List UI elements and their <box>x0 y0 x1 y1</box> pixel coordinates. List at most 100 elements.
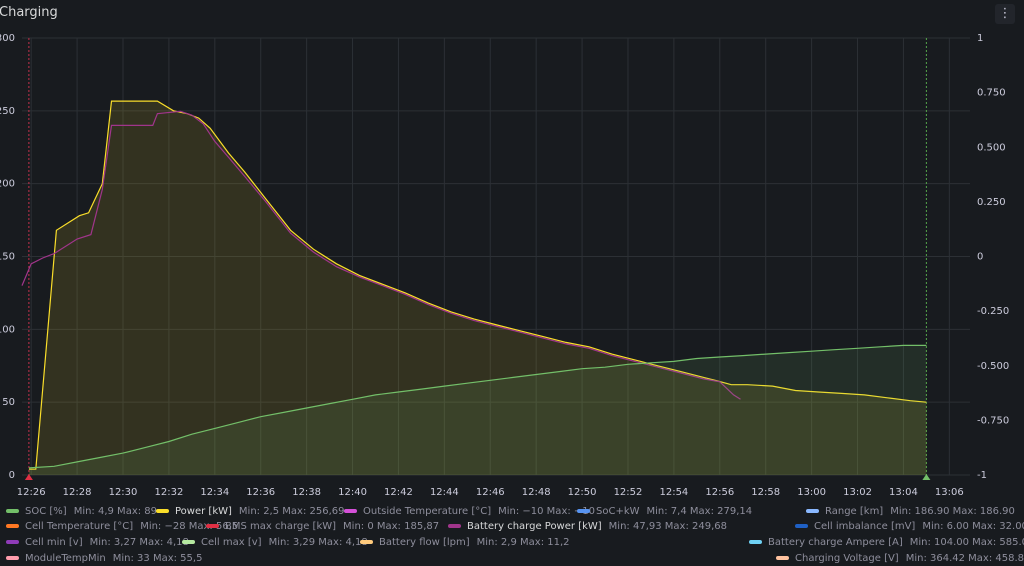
y-right-tick-label: 0 <box>977 252 983 263</box>
legend-swatch <box>156 509 169 513</box>
legend-series-name: Power [kW] <box>175 506 232 517</box>
y-right-tick-label: 1 <box>977 33 983 44</box>
legend-series-name: Cell Temperature [°C] <box>25 521 134 532</box>
legend-series-name: BMS max charge [kW] <box>225 521 337 532</box>
x-tick-label: 12:52 <box>614 487 643 498</box>
x-tick-label: 12:56 <box>705 487 734 498</box>
legend-stats: Min: 0 Max: 185,87 <box>343 521 440 532</box>
legend-swatch <box>6 540 19 544</box>
series-line-soc <box>28 344 927 469</box>
legend-stats: Min: 186.90 Max: 186.90 <box>890 506 1015 517</box>
legend-stats: Min: 2,9 Max: 11,2 <box>476 537 570 548</box>
legend-series-name: Cell imbalance [mV] <box>814 521 916 532</box>
legend-swatch <box>6 556 19 560</box>
legend-swatch <box>806 509 819 513</box>
legend-item-power[interactable]: Power [kW] Min: 2,5 Max: 256,69 <box>156 505 345 519</box>
x-tick-label: 12:58 <box>751 487 780 498</box>
legend-swatch <box>344 509 357 513</box>
legend-item-battery_flow[interactable]: Battery flow [lpm] Min: 2,9 Max: 11,2 <box>360 536 570 550</box>
legend-swatch <box>577 509 590 513</box>
legend-stats: Min: 2,5 Max: 256,69 <box>238 506 345 517</box>
x-tick-label: 12:44 <box>430 487 459 498</box>
x-tick-label: 12:34 <box>200 487 229 498</box>
y-left-tick-label: 250 <box>0 106 15 117</box>
legend-item-module_temp_min[interactable]: ModuleTempMin Min: 33 Max: 55,5 <box>6 552 202 566</box>
legend-series-name: Battery flow [lpm] <box>379 537 470 548</box>
legend-stats: Min: 3,27 Max: 4,18 <box>89 537 189 548</box>
x-tick-label: 12:26 <box>17 487 46 498</box>
x-tick-label: 12:48 <box>522 487 551 498</box>
series-line-power <box>28 100 927 470</box>
legend-stats: Min: 6.00 Max: 32.00 <box>922 521 1024 532</box>
x-tick-label: 13:04 <box>889 487 918 498</box>
legend-swatch <box>206 524 219 528</box>
kebab-menu-icon[interactable]: ⋮ <box>995 4 1015 24</box>
panel-title: Charging <box>0 5 58 20</box>
legend-swatch <box>776 556 789 560</box>
legend-swatch <box>448 524 461 528</box>
series-line-battery_power <box>21 110 741 400</box>
legend-swatch <box>6 509 19 513</box>
legend-stats: Min: −28 Max: 56,5 <box>140 521 239 532</box>
x-tick-label: 13:06 <box>935 487 964 498</box>
legend-item-range[interactable]: Range [km] Min: 186.90 Max: 186.90 <box>806 505 1015 519</box>
x-tick-label: 12:32 <box>154 487 183 498</box>
y-left-tick-label: 300 <box>0 33 15 44</box>
y-right-tick-label: -0.500 <box>977 361 1009 372</box>
legend-stats: Min: 3,29 Max: 4,18 <box>268 537 368 548</box>
y-left-tick-label: 200 <box>0 179 15 190</box>
y-right-tick-label: -1 <box>977 470 987 481</box>
x-tick-label: 13:02 <box>843 487 872 498</box>
legend-swatch <box>6 524 19 528</box>
legend-stats: Min: 364.42 Max: 458.83 <box>905 553 1024 564</box>
legend-swatch <box>360 540 373 544</box>
legend-item-bms[interactable]: BMS max charge [kW] Min: 0 Max: 185,87 <box>206 520 439 534</box>
legend-series-name: SoC+kW <box>596 506 640 517</box>
legend-series-name: Cell max [v] <box>201 537 262 548</box>
x-tick-label: 12:54 <box>659 487 688 498</box>
y-right-tick-label: -0.750 <box>977 415 1009 426</box>
legend-series-name: SOC [%] <box>25 506 67 517</box>
legend-item-cell_imbalance[interactable]: Cell imbalance [mV] Min: 6.00 Max: 32.00 <box>795 520 1024 534</box>
x-tick-label: 12:42 <box>384 487 413 498</box>
x-tick-label: 12:36 <box>246 487 275 498</box>
start-marker-icon <box>24 474 33 480</box>
legend-series-name: Battery charge Ampere [A] <box>768 537 903 548</box>
legend-item-outside_temp[interactable]: Outside Temperature [°C] Min: −10 Max: −1… <box>344 505 595 519</box>
legend-series-name: Charging Voltage [V] <box>795 553 899 564</box>
legend-stats: Min: 47,93 Max: 249,68 <box>608 521 727 532</box>
legend-item-cell_min[interactable]: Cell min [v] Min: 3,27 Max: 4,18 <box>6 536 189 550</box>
legend-series-name: ModuleTempMin <box>25 553 106 564</box>
legend-item-soc[interactable]: SOC [%] Min: 4,9 Max: 89 <box>6 505 157 519</box>
y-right-tick-label: 0.250 <box>977 197 1006 208</box>
legend-stats: Min: −10 Max: −10 <box>498 506 596 517</box>
legend-item-charging_voltage[interactable]: Charging Voltage [V] Min: 364.42 Max: 458… <box>776 552 1024 566</box>
y-left-tick-label: 100 <box>0 324 15 335</box>
legend-item-cell_max[interactable]: Cell max [v] Min: 3,29 Max: 4,18 <box>182 536 368 550</box>
x-tick-label: 12:38 <box>292 487 321 498</box>
y-left-tick-label: 150 <box>0 252 15 263</box>
legend-item-cell_temp[interactable]: Cell Temperature [°C] Min: −28 Max: 56,5 <box>6 520 238 534</box>
y-right-tick-label: 0.750 <box>977 88 1006 99</box>
legend-item-charge_ampere[interactable]: Battery charge Ampere [A] Min: 104.00 Max… <box>749 536 1024 550</box>
series-area-soc <box>28 345 927 475</box>
end-marker-icon <box>922 474 931 480</box>
legend-series-name: Cell min [v] <box>25 537 83 548</box>
y-right-tick-label: 0.500 <box>977 142 1006 153</box>
y-right-tick-label: -0.250 <box>977 306 1009 317</box>
legend-stats: Min: 4,9 Max: 89 <box>73 506 158 517</box>
legend-series-name: Outside Temperature [°C] <box>363 506 492 517</box>
legend-swatch <box>795 524 808 528</box>
x-tick-label: 12:46 <box>476 487 505 498</box>
legend-item-battery_power[interactable]: Battery charge Power [kW] Min: 47,93 Max:… <box>448 520 727 534</box>
legend-series-name: Battery charge Power [kW] <box>467 521 602 532</box>
x-tick-label: 12:50 <box>568 487 597 498</box>
legend-stats: Min: 33 Max: 55,5 <box>112 553 203 564</box>
y-left-tick-label: 50 <box>2 397 15 408</box>
legend-series-name: Range [km] <box>825 506 884 517</box>
x-tick-label: 12:40 <box>338 487 367 498</box>
x-tick-label: 13:00 <box>797 487 826 498</box>
legend-stats: Min: 104.00 Max: 585.00 <box>909 537 1024 548</box>
legend-item-soc_kw[interactable]: SoC+kW Min: 7,4 Max: 279,14 <box>577 505 752 519</box>
